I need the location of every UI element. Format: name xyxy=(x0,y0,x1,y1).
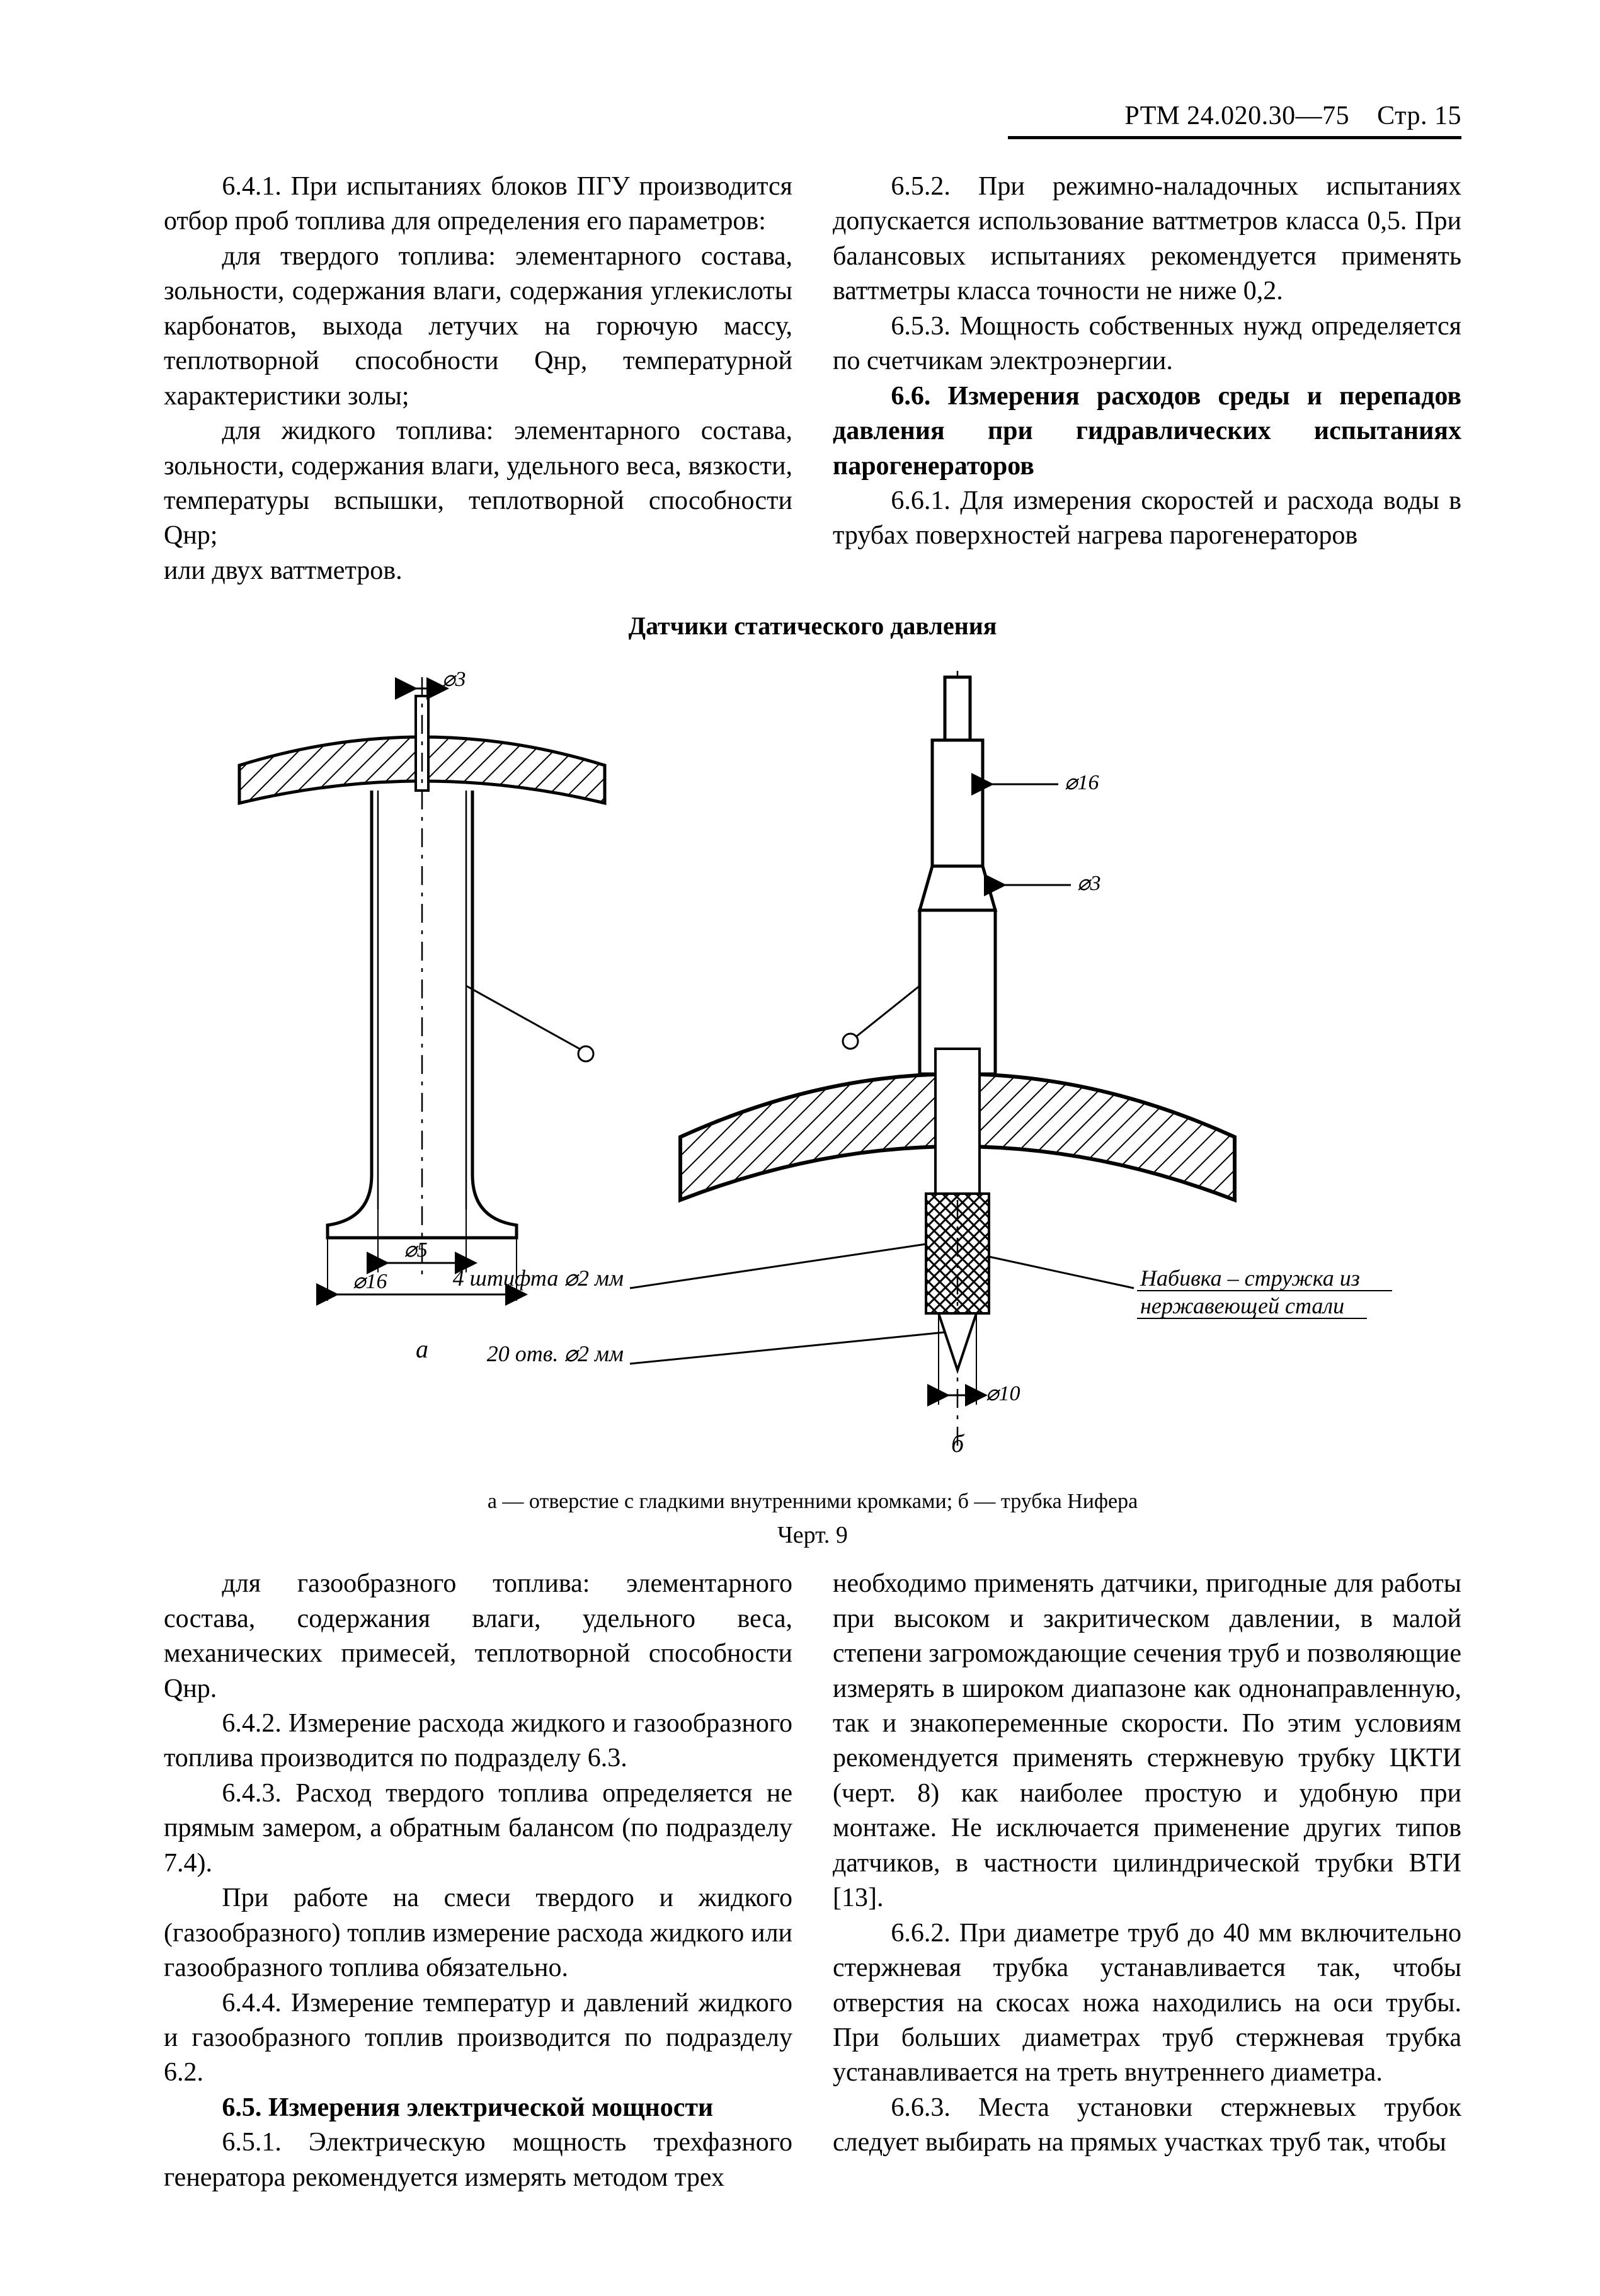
dim-d16-b: ⌀16 xyxy=(1065,771,1099,794)
header-rule xyxy=(1008,136,1461,139)
para-6-6-2: 6.6.2. При диаметре труб до 40 мм включи… xyxy=(833,1916,1461,2091)
annot-stuffing-2: нержавеющей стали xyxy=(1140,1293,1344,1318)
page: РТМ 24.020.30—75 Стр. 15 6.4.1. При испы… xyxy=(0,0,1600,2296)
para-liquid-fuel: для жидкого топлива: элементарного соста… xyxy=(164,414,792,554)
para-6-6-3: 6.6.3. Места установки стержневых трубок… xyxy=(833,2091,1461,2161)
para-6-4-2: 6.4.2. Измерение расхода жидкого и газоо… xyxy=(164,1706,792,1776)
para-6-4-1: 6.4.1. При испытаниях блоков ПГУ произво… xyxy=(164,169,792,239)
text-top-columns: 6.4.1. При испытаниях блоков ПГУ произво… xyxy=(164,169,1461,588)
page-header: РТМ 24.020.30—75 Стр. 15 xyxy=(164,101,1461,131)
dim-d5: ⌀5 xyxy=(404,1238,427,1262)
text-bottom-columns: для газообразного топлива: элементарного… xyxy=(164,1567,1461,2195)
para-6-6-1-cont: необходимо применять датчики, пригодные … xyxy=(833,1567,1461,1916)
page-number: Стр. 15 xyxy=(1377,101,1461,130)
figure-title: Датчики статического давления xyxy=(164,611,1461,641)
dim-d3-a: ⌀3 xyxy=(442,668,466,691)
drawing-a: ⌀3 ⌀5 ⌀16 а xyxy=(239,668,605,1363)
annot-holes: 20 отв. ⌀2 мм xyxy=(487,1341,624,1366)
section-6-5-title: 6.5. Измерения электрической мощности xyxy=(164,2091,792,2125)
para-6-4-4: 6.4.4. Измерение температур и давлений ж… xyxy=(164,1986,792,2091)
figure-label: Черт. 9 xyxy=(164,1521,1461,1549)
figure-caption: а — отверстие с гладкими внутренними кро… xyxy=(164,1490,1461,1514)
dim-d16-a: ⌀16 xyxy=(353,1270,387,1293)
para-6-5-1: 6.5.1. Электрическую мощность трехфазног… xyxy=(164,2125,792,2195)
para-mix-note: При работе на смеси твердого и жидкого (… xyxy=(164,1881,792,1985)
para-or-two-watt: или двух ваттметров. xyxy=(164,554,792,588)
annot-stuffing-1: Набивка – стружка из xyxy=(1140,1265,1360,1291)
para-6-5-2: 6.5.2. При режимно-наладочных испытаниях… xyxy=(833,169,1461,309)
label-a: а xyxy=(416,1335,428,1363)
figure-9: Датчики статического давления xyxy=(164,611,1461,1549)
para-gas-fuel: для газообразного топлива: элементарного… xyxy=(164,1567,792,1706)
doc-reference: РТМ 24.020.30—75 xyxy=(1124,101,1349,130)
annot-pins: 4 штифта ⌀2 мм xyxy=(453,1265,624,1291)
section-6-6-title: 6.6. Измерения расходов среды и перепадо… xyxy=(833,379,1461,484)
para-6-5-3: 6.5.3. Мощность собственных нужд определ… xyxy=(833,309,1461,379)
dim-d3-b: ⌀3 xyxy=(1077,872,1100,895)
para-6-6-1-start: 6.6.1. Для измерения скоростей и расхода… xyxy=(833,484,1461,554)
para-6-4-3: 6.4.3. Расход твердого топлива определяе… xyxy=(164,1776,792,1881)
label-b: б xyxy=(951,1429,965,1458)
figure-svg: ⌀3 ⌀5 ⌀16 а xyxy=(214,658,1411,1477)
para-solid-fuel: для твердого топлива: элементарного сост… xyxy=(164,239,792,414)
dim-d10: ⌀10 xyxy=(986,1382,1020,1405)
